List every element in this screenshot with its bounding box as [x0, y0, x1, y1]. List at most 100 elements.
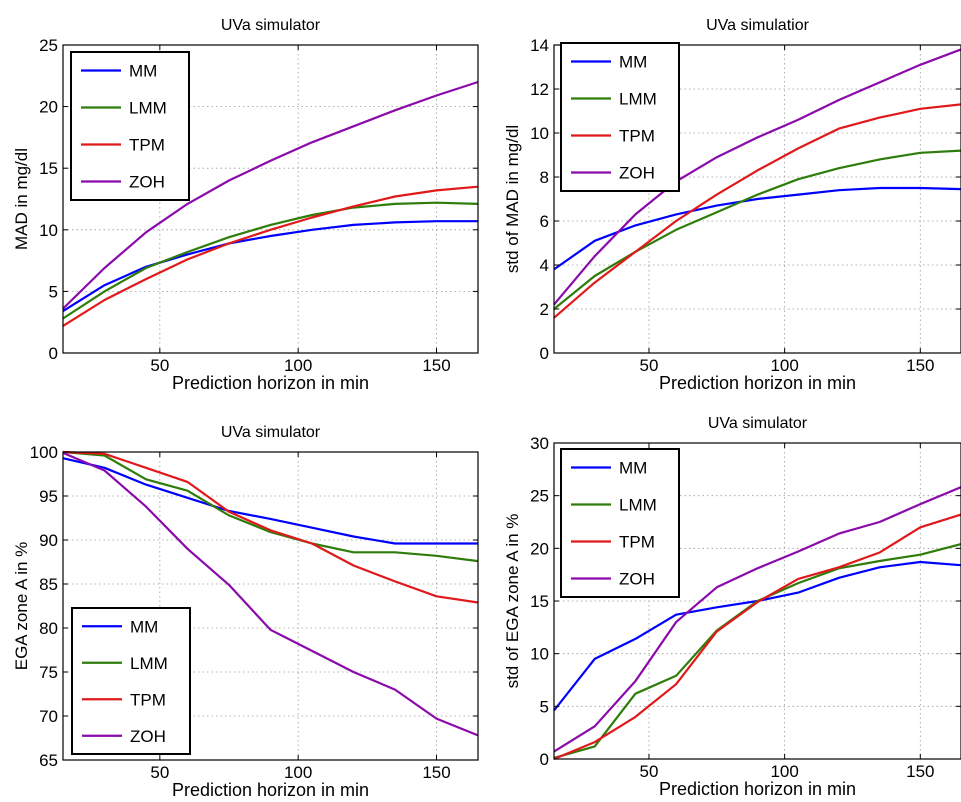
legend-item-tpm: TPM	[571, 533, 655, 552]
legend-label: TPM	[129, 136, 165, 155]
chart-title: UVa simulator	[221, 424, 321, 441]
series-line-tpm	[62, 185, 479, 327]
legend-box	[71, 607, 191, 755]
y-tick-label: 6	[540, 212, 549, 231]
x-tick-label: 150	[422, 356, 450, 375]
y-axis-label: EGA zone A in %	[12, 542, 31, 671]
legend-item-mm: MM	[571, 459, 647, 478]
y-tick-label: 90	[39, 531, 58, 550]
legend-item-mm: MM	[571, 53, 647, 72]
legend-label: ZOH	[619, 164, 655, 183]
legend-item-zoh: ZOH	[81, 173, 165, 192]
series-line-tpm	[553, 103, 961, 319]
legend-label: MM	[619, 459, 647, 478]
series-line-zoh	[553, 486, 961, 753]
y-tick-label: 25	[530, 487, 549, 506]
x-axis-label: Prediction horizon in min	[172, 780, 369, 800]
legend: MM LMM TPM ZOH	[70, 51, 190, 201]
series-line-zoh	[62, 80, 479, 310]
y-tick-label: 5	[540, 697, 549, 716]
y-tick-label: 85	[39, 575, 58, 594]
y-tick-label: 10	[39, 221, 58, 240]
legend-item-mm: MM	[81, 62, 157, 81]
x-tick-label: 50	[150, 763, 169, 782]
y-tick-label: 4	[540, 256, 549, 275]
legend-item-lmm: LMM	[81, 99, 167, 118]
legend-label: ZOH	[130, 727, 166, 746]
legend-box	[560, 448, 680, 598]
y-tick-label: 25	[39, 36, 58, 55]
series-line-mm	[62, 220, 478, 313]
legend-item-tpm: TPM	[81, 136, 165, 155]
axes-box	[62, 451, 479, 761]
legend-label: MM	[130, 617, 158, 636]
legend-label: TPM	[619, 533, 655, 552]
y-tick-label: 100	[30, 443, 58, 462]
series-line-zoh	[553, 48, 961, 306]
y-tick-label: 14	[530, 36, 549, 55]
legend-item-lmm: LMM	[571, 496, 657, 515]
legend-box	[560, 42, 680, 192]
y-axis-label: std of EGA zone A in %	[503, 514, 522, 689]
legend-item-tpm: TPM	[82, 690, 166, 709]
chart-title: UVa simulatior	[706, 17, 810, 34]
x-tick-label: 100	[284, 763, 312, 782]
series-line-lmm	[553, 149, 961, 310]
series-line-lmm	[62, 201, 479, 320]
y-tick-label: 20	[39, 98, 58, 117]
chart-panel-1: 50 100 150 0 5 10 15 20 25 UVa simulator Predictio…	[12, 17, 479, 393]
y-tick-label: 15	[39, 159, 58, 178]
series-line-zoh	[62, 451, 479, 737]
legend-item-zoh: ZOH	[571, 570, 655, 589]
legend: MM LMM TPM ZOH	[560, 42, 680, 192]
chart-panel-4: 50 100 150 0 5 10 15 20 25 30 UVa simulator Predict…	[503, 415, 961, 799]
legend-item-zoh: ZOH	[571, 164, 655, 183]
y-axis-label: std of MAD in mg/dl	[503, 125, 522, 273]
legend-label: TPM	[619, 127, 655, 146]
legend: MM LMM TPM ZOH	[71, 607, 191, 755]
legend-item-lmm: LMM	[571, 90, 657, 109]
y-tick-label: 70	[39, 707, 58, 726]
series-line-mm	[553, 186, 961, 271]
y-tick-label: 95	[39, 487, 58, 506]
legend-label: LMM	[619, 90, 657, 109]
legend-label: LMM	[619, 496, 657, 515]
chart-title: UVa simulator	[708, 415, 808, 432]
y-tick-label: 0	[540, 750, 549, 769]
x-tick-label: 100	[770, 356, 798, 375]
legend-item-zoh: ZOH	[82, 727, 166, 746]
legend-item-tpm: TPM	[571, 127, 655, 146]
y-tick-label: 80	[39, 619, 58, 638]
y-tick-label: 75	[39, 663, 58, 682]
x-tick-label: 100	[284, 356, 312, 375]
chart-panel-2: 50 100 150 0 2 4 6 8 10 12 14 UVa simulatior Predict…	[503, 17, 961, 393]
x-tick-label: 50	[150, 356, 169, 375]
y-tick-label: 15	[530, 592, 549, 611]
series-line-lmm	[62, 450, 479, 563]
x-tick-label: 50	[640, 356, 659, 375]
legend-label: TPM	[130, 690, 166, 709]
legend-label: ZOH	[619, 570, 655, 589]
legend-label: MM	[619, 53, 647, 72]
legend-item-lmm: LMM	[82, 654, 168, 673]
legend-label: LMM	[129, 99, 167, 118]
y-tick-label: 2	[540, 300, 549, 319]
legend-label: LMM	[130, 654, 168, 673]
y-tick-label: 10	[530, 645, 549, 664]
y-tick-label: 8	[540, 168, 549, 187]
chart-title: UVa simulator	[221, 17, 321, 34]
y-tick-label: 30	[530, 434, 549, 453]
x-axis-label: Prediction horizon in min	[659, 779, 856, 799]
series-line-tpm	[62, 450, 479, 604]
x-axis-label: Prediction horizon in min	[659, 373, 856, 393]
x-tick-label: 150	[906, 356, 934, 375]
x-tick-label: 50	[640, 762, 659, 781]
x-axis-label: Prediction horizon in min	[172, 373, 369, 393]
legend-label: ZOH	[129, 173, 165, 192]
series-line-mm	[62, 457, 478, 545]
series-line-tpm	[553, 513, 961, 761]
legend-item-mm: MM	[82, 617, 158, 636]
legend-label: MM	[129, 62, 157, 81]
axes-box	[553, 44, 961, 354]
